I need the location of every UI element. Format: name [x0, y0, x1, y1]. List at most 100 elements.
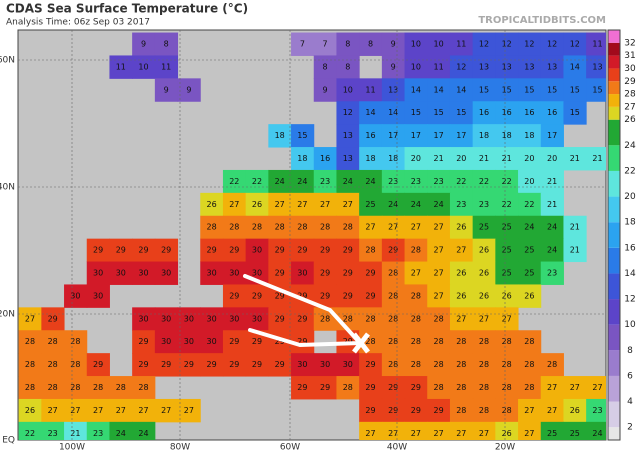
- sst-cell: [154, 32, 179, 56]
- sst-label: 28: [70, 360, 80, 369]
- sst-cell: [518, 169, 542, 194]
- sst-cell: [427, 238, 451, 263]
- sst-cell: [518, 147, 542, 171]
- sst-label: 28: [434, 314, 444, 323]
- sst-cell: [245, 330, 269, 354]
- sst-cell: [518, 398, 542, 423]
- sst-label: 30: [229, 314, 239, 323]
- sst-label: 14: [456, 85, 466, 94]
- sst-cell: [518, 376, 542, 400]
- sst-cell: [18, 353, 42, 377]
- sst-label: 26: [502, 429, 512, 438]
- sst-cell: [495, 376, 519, 400]
- sst-cell: [518, 101, 542, 125]
- sst-label: 29: [161, 246, 171, 255]
- sst-cell: [313, 353, 337, 377]
- sst-label: 27: [547, 406, 557, 415]
- sst-label: 29: [116, 246, 126, 255]
- sst-cell: [427, 147, 451, 171]
- sst-cell: [472, 192, 496, 217]
- sst-label: 24: [365, 177, 375, 186]
- sst-cell: [563, 376, 587, 400]
- sst-label: 17: [411, 131, 421, 140]
- sst-label: 9: [141, 40, 146, 49]
- sst-cell: [404, 101, 428, 125]
- sst-cell: [427, 398, 451, 423]
- sst-cell: [177, 353, 201, 377]
- sst-label: 28: [524, 337, 534, 346]
- colorbar-tick-label: 6: [627, 371, 633, 381]
- colorbar-tick-label: 24: [624, 141, 636, 151]
- lon-labels: 100W 80W 60W 40W 20W: [59, 443, 515, 452]
- sst-label: 26: [479, 269, 489, 278]
- sst-label: 15: [411, 108, 421, 117]
- sst-cell: [563, 238, 587, 263]
- sst-label: 23: [479, 200, 489, 209]
- sst-label: 29: [343, 269, 353, 278]
- sst-cell: [177, 307, 201, 331]
- sst-cell: [472, 376, 496, 400]
- colorbar-segment: [608, 273, 620, 300]
- sst-label: 24: [343, 177, 353, 186]
- sst-cell: [518, 238, 542, 263]
- sst-cell: [586, 421, 606, 440]
- sst-label: 27: [161, 406, 171, 415]
- lon-label: 40W: [387, 443, 407, 452]
- sst-label: 15: [479, 85, 489, 94]
- sst-label: 12: [343, 108, 353, 117]
- colorbar-segment: [608, 170, 620, 197]
- sst-cell: [291, 307, 315, 331]
- sst-cell: [449, 147, 474, 171]
- sst-cell: [495, 398, 519, 423]
- sst-label: 29: [275, 337, 285, 346]
- sst-label: 20: [524, 177, 534, 186]
- sst-label: 25: [502, 246, 512, 255]
- sst-label: 16: [547, 108, 557, 117]
- sst-label: 16: [479, 108, 489, 117]
- sst-cell: [132, 261, 156, 285]
- sst-cell: [540, 101, 564, 125]
- sst-label: 13: [388, 85, 398, 94]
- sst-label: 30: [252, 269, 262, 278]
- sst-label: 27: [297, 200, 307, 209]
- sst-label: 30: [116, 269, 126, 278]
- sst-cell: [472, 32, 496, 56]
- sst-label: 16: [524, 108, 534, 117]
- sst-label: 27: [434, 269, 444, 278]
- sst-label: 29: [138, 246, 148, 255]
- sst-label: 26: [456, 223, 466, 232]
- sst-cell: [449, 192, 474, 217]
- sst-cell: [427, 261, 451, 285]
- sst-label: 29: [411, 383, 421, 392]
- sst-cell: [359, 215, 383, 240]
- sst-cell: [404, 330, 428, 354]
- sst-cell: [313, 261, 337, 285]
- sst-label: 29: [207, 246, 217, 255]
- sst-cell: [495, 421, 519, 440]
- sst-label: 24: [138, 429, 148, 438]
- sst-label: 30: [252, 314, 262, 323]
- sst-label: 26: [456, 269, 466, 278]
- colorbar-segment: [608, 196, 620, 223]
- sst-label: 29: [388, 246, 398, 255]
- sst-label: 29: [229, 360, 239, 369]
- sst-cell: [404, 421, 428, 440]
- sst-cell: [381, 192, 406, 217]
- sst-cell: [449, 261, 474, 285]
- sst-label: 28: [25, 360, 35, 369]
- sst-label: 13: [343, 131, 353, 140]
- sst-cell: [518, 55, 542, 79]
- sst-label: 29: [161, 360, 171, 369]
- sst-cell: [109, 376, 133, 400]
- sst-cell: [518, 261, 542, 285]
- sst-cell: [359, 32, 383, 56]
- sst-label: 29: [297, 314, 307, 323]
- sst-label: 21: [547, 177, 557, 186]
- sst-cell: [449, 78, 474, 102]
- sst-label: 10: [411, 40, 421, 49]
- sst-label: 21: [547, 200, 557, 209]
- sst-label: 29: [411, 406, 421, 415]
- sst-cell: [86, 284, 110, 308]
- lon-label: 100W: [59, 443, 85, 452]
- sst-cell: [313, 376, 337, 400]
